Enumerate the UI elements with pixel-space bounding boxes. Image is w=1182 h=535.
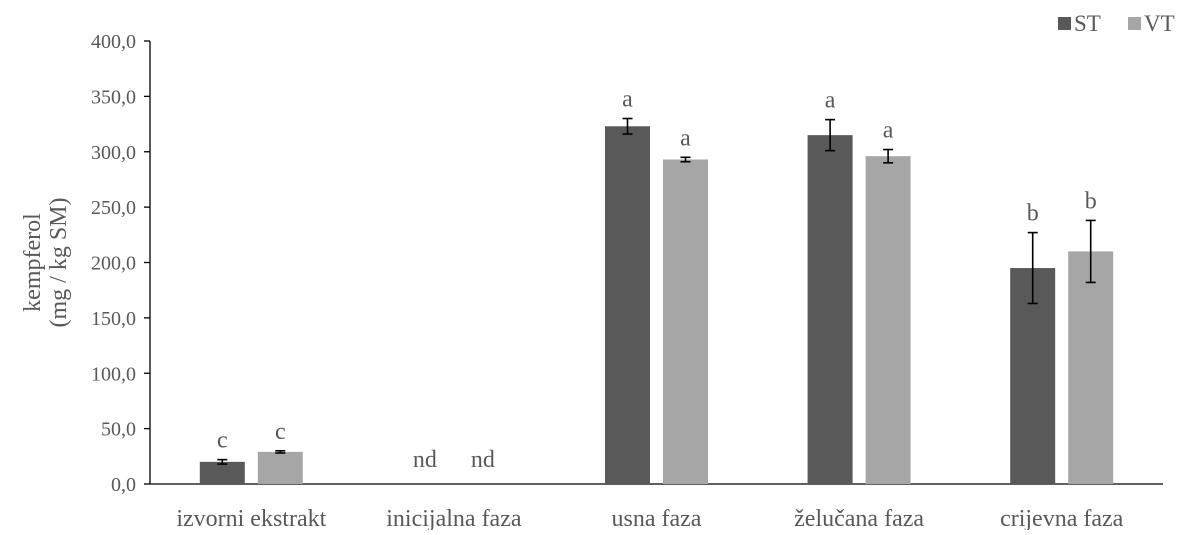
x-tick-label: crijevna faza — [1000, 506, 1124, 530]
significance-label: b — [1027, 201, 1039, 227]
significance-labels-layer: c c nd nd a a a a b b — [217, 87, 1097, 473]
bar-vt — [663, 159, 708, 484]
x-tick-label: usna faza — [612, 506, 702, 530]
significance-label: a — [680, 125, 691, 151]
error-bars-layer — [217, 117, 1096, 465]
significance-label: a — [622, 87, 633, 113]
y-tick-label: 350,0 — [91, 86, 136, 108]
y-tick-label: 250,0 — [91, 197, 136, 219]
y-tick-label: 300,0 — [91, 142, 136, 164]
significance-label: c — [275, 419, 286, 445]
significance-label: nd — [413, 447, 437, 473]
bar-vt — [257, 451, 303, 484]
y-axis-title-line: (mg / kg SM) — [46, 197, 72, 327]
y-tick-label: 150,0 — [91, 308, 136, 330]
x-axis: izvorni ekstrakt inicijalna faza usna faza… — [150, 483, 1163, 532]
significance-label: c — [217, 428, 228, 454]
y-axis-title: kempferol (mg / kg SM) — [20, 197, 72, 327]
bar-st — [199, 461, 245, 484]
legend-swatch-st — [1058, 17, 1071, 30]
y-tick-label: 400,0 — [91, 31, 136, 53]
x-tick-label: izvorni ekstrakt — [176, 506, 326, 530]
y-tick-label: 100,0 — [91, 363, 136, 385]
x-tick-label: želučana faza — [794, 506, 924, 530]
bar-st — [605, 126, 650, 484]
bar-vt — [865, 156, 911, 484]
bar-vt — [1068, 251, 1114, 484]
bar-st — [807, 135, 853, 484]
legend-label-vt: VT — [1144, 11, 1175, 36]
y-axis: 0,0 50,0 100,0 150,0 200,0 250,0 300,0 350,0 400… — [91, 31, 151, 496]
legend-label-st: ST — [1074, 11, 1101, 36]
y-axis-title-line: kempferol — [20, 213, 46, 312]
significance-label: nd — [471, 447, 495, 473]
x-tick-label: inicijalna faza — [386, 506, 522, 530]
bars-layer — [199, 126, 1114, 484]
y-tick-label: 50,0 — [101, 419, 136, 441]
y-tick-label: 200,0 — [91, 253, 136, 275]
significance-label: a — [825, 88, 836, 114]
y-tick-label: 0,0 — [111, 474, 136, 496]
significance-label: b — [1085, 188, 1097, 214]
significance-label: a — [883, 118, 894, 144]
legend-swatch-vt — [1128, 17, 1141, 30]
legend: ST VT — [1058, 11, 1175, 36]
